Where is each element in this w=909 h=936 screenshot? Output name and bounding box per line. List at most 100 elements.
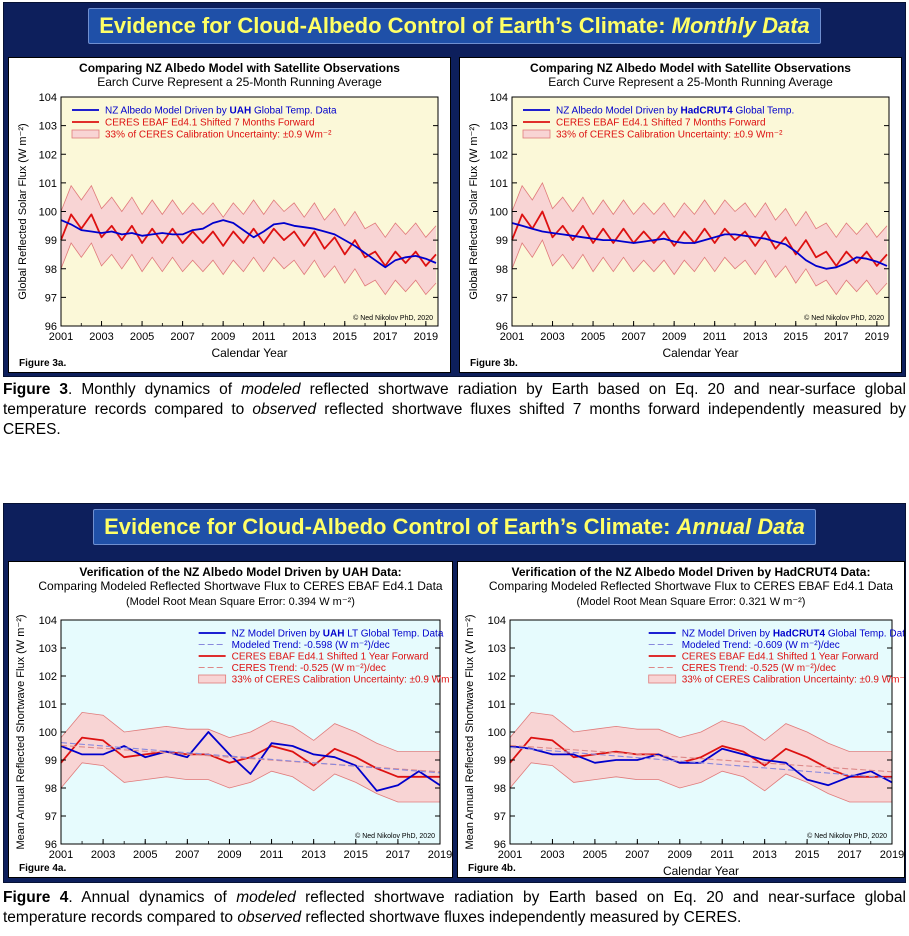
band-lower-edge (60, 242, 437, 296)
x-tick-label: 2011 (710, 849, 734, 861)
y-tick-label: 104 (39, 92, 57, 104)
legend-text-post: Global Temp. Data (825, 629, 904, 640)
chart-svg: Verification of the NZ Albedo Model Driv… (464, 565, 904, 877)
x-tick-label: 2001 (49, 331, 73, 343)
fig4-text-e: reflected shortwave fluxes independently… (301, 909, 742, 926)
y-tick-label: 99 (494, 755, 506, 767)
x-tick-label: 2019 (428, 849, 452, 861)
legend-band-swatch (198, 674, 227, 684)
ceres-series-line (509, 736, 892, 778)
y-tick-label: 96 (496, 321, 508, 333)
x-tick-label: 2005 (133, 849, 157, 861)
x-axis-label: Calendar Year (663, 864, 739, 877)
legend-entry: CERES Trend: -0.525 (W m⁻²)/dec (682, 663, 836, 674)
legend-entry: NZ Albedo Model Driven by HadCRUT4 Globa… (556, 106, 794, 117)
figure-label: Figure 4a. (19, 863, 66, 874)
chart-svg: Verification of the NZ Albedo Model Driv… (15, 565, 452, 874)
legend-text-post: Global Temp. (733, 106, 795, 117)
x-tick-label: 2009 (662, 331, 686, 343)
x-tick-label: 2013 (743, 331, 767, 343)
y-tick-label: 96 (494, 839, 506, 851)
chart-fig4a: Verification of the NZ Albedo Model Driv… (8, 561, 453, 878)
band-upper-edge (60, 711, 440, 752)
annual-banner-prefix: Evidence for Cloud-Albedo Control of Ear… (104, 514, 677, 539)
y-tick-label: 100 (39, 207, 57, 219)
chart-fig4b: Verification of the NZ Albedo Model Driv… (457, 561, 905, 878)
chart-fig3a: Comparing NZ Albedo Model with Satellite… (8, 57, 451, 373)
monthly-banner-title: Evidence for Cloud-Albedo Control of Ear… (4, 8, 905, 44)
legend-text: NZ Albedo Model Driven by (105, 106, 230, 117)
x-tick-label: 2005 (583, 849, 607, 861)
chart-svg: Comparing NZ Albedo Model with Satellite… (468, 61, 890, 369)
legend-text-bold: HadCRUT4 (681, 106, 734, 117)
y-tick-label: 101 (488, 699, 506, 711)
x-tick-label: 2011 (260, 849, 284, 861)
fig3-text-d: observed (252, 401, 317, 418)
monthly-banner-suffix: Monthly Data (671, 13, 810, 38)
y-tick-label: 102 (39, 671, 57, 683)
x-tick-label: 2001 (498, 849, 522, 861)
legend-entry: CERES EBAF Ed4.1 Shifted 1 Year Forward (232, 652, 429, 663)
legend-text: NZ Model Driven by (232, 629, 323, 640)
copyright-note: © Ned Nikolov PhD, 2020 (807, 832, 887, 840)
chart-subtitle: Comparing Modeled Reflected Shortwave Fl… (489, 579, 894, 593)
x-tick-label: 2001 (49, 849, 73, 861)
ceres-trend-line (509, 744, 893, 773)
band-upper-edge (60, 184, 437, 238)
chart-fig3b: Comparing NZ Albedo Model with Satellite… (459, 57, 902, 373)
legend-entry: 33% of CERES Calibration Uncertainty: ±0… (232, 675, 452, 686)
fig4-text-a: . Annual dynamics of (68, 889, 237, 906)
x-tick-label: 2015 (344, 849, 368, 861)
legend-text-bold: HadCRUT4 (773, 629, 826, 640)
x-tick-label: 2003 (540, 849, 564, 861)
annual-banner-title: Evidence for Cloud-Albedo Control of Ear… (4, 509, 905, 545)
chart-title: Comparing NZ Albedo Model with Satellite… (79, 61, 400, 75)
legend-text: CERES EBAF Ed4.1 Shifted 1 Year Forward (682, 652, 879, 663)
y-tick-label: 103 (490, 121, 508, 133)
y-tick-label: 104 (488, 615, 506, 627)
legend-text: 33% of CERES Calibration Uncertainty: ±0… (682, 675, 904, 686)
y-axis-label: Global Reflected Solar Flux (W m⁻²) (17, 123, 29, 299)
monthly-banner-prefix: Evidence for Cloud-Albedo Control of Ear… (99, 13, 672, 38)
figure-label: Figure 3a. (19, 358, 66, 369)
fig3-text-a: . Monthly dynamics of (68, 381, 242, 398)
y-tick-label: 100 (488, 727, 506, 739)
y-tick-label: 104 (39, 615, 57, 627)
y-tick-label: 104 (490, 92, 508, 104)
legend-entry: CERES EBAF Ed4.1 Shifted 1 Year Forward (682, 652, 879, 663)
legend-text-bold: UAH (230, 106, 252, 117)
figure-4-caption: Figure 4. Annual dynamics of modeled ref… (3, 888, 906, 928)
legend-text-bold: UAH (323, 629, 345, 640)
ceres-series-line (511, 210, 888, 267)
legend-entry: CERES EBAF Ed4.1 Shifted 7 Months Forwar… (556, 118, 766, 129)
legend-text-post: LT Global Temp. Data (344, 629, 443, 640)
x-tick-label: 2015 (784, 331, 808, 343)
x-tick-label: 2003 (89, 331, 113, 343)
x-tick-label: 2013 (752, 849, 776, 861)
annual-banner-suffix: Annual Data (676, 514, 805, 539)
chart-title: Verification of the NZ Albedo Model Driv… (79, 565, 401, 579)
x-tick-label: 2019 (880, 849, 904, 861)
y-tick-label: 97 (45, 811, 57, 823)
copyright-note: © Ned Nikolov PhD, 2020 (804, 314, 884, 322)
y-tick-label: 97 (496, 292, 508, 304)
x-tick-label: 2019 (414, 331, 438, 343)
copyright-note: © Ned Nikolov PhD, 2020 (355, 832, 435, 840)
x-tick-label: 2019 (865, 331, 889, 343)
legend-text: CERES EBAF Ed4.1 Shifted 7 Months Forwar… (105, 118, 315, 129)
fig4-text-b: modeled (236, 889, 296, 906)
legend-entry: 33% of CERES Calibration Uncertainty: ±0… (105, 130, 332, 141)
x-tick-label: 2007 (170, 331, 194, 343)
model-series-line (511, 222, 888, 270)
y-tick-label: 103 (39, 643, 57, 655)
y-tick-label: 102 (488, 671, 506, 683)
legend-entry: CERES EBAF Ed4.1 Shifted 7 Months Forwar… (105, 118, 315, 129)
x-tick-label: 2003 (91, 849, 115, 861)
monthly-section: Evidence for Cloud-Albedo Control of Ear… (3, 2, 906, 377)
band-lower-edge (60, 762, 440, 803)
x-tick-label: 2009 (211, 331, 235, 343)
model-series-line (60, 219, 437, 269)
y-tick-label: 97 (45, 292, 57, 304)
legend-entry: 33% of CERES Calibration Uncertainty: ±0… (682, 675, 904, 686)
x-tick-label: 2011 (252, 331, 276, 343)
